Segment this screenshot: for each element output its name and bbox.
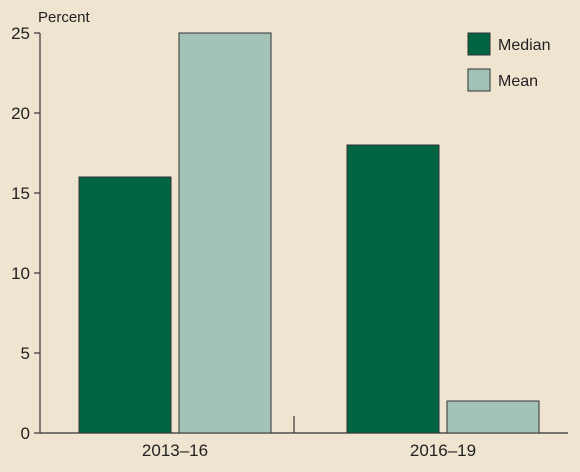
legend-label-mean: Mean <box>498 73 538 90</box>
bar-mean-1 <box>446 400 540 434</box>
bars <box>78 32 540 434</box>
y-tick-label: 5 <box>21 344 30 363</box>
y-axis: 0 5 10 15 20 25 Percent <box>11 9 90 443</box>
legend-label-median: Median <box>498 37 550 54</box>
y-axis-title: Percent <box>38 9 91 26</box>
legend-swatch-median <box>467 32 491 56</box>
y-tick-label: 10 <box>11 264 30 283</box>
y-tick-label: 20 <box>11 104 30 123</box>
legend: Median Mean <box>467 32 550 92</box>
y-tick-label: 0 <box>21 424 30 443</box>
legend-swatch-mean <box>467 68 491 92</box>
bar-mean-0 <box>178 32 272 434</box>
bar-median-0 <box>78 176 172 434</box>
y-tick-label: 25 <box>11 24 30 43</box>
y-tick-label: 15 <box>11 184 30 203</box>
x-category-label: 2013–16 <box>142 441 208 460</box>
x-category-label: 2016–19 <box>410 441 476 460</box>
bar-median-1 <box>346 144 440 434</box>
